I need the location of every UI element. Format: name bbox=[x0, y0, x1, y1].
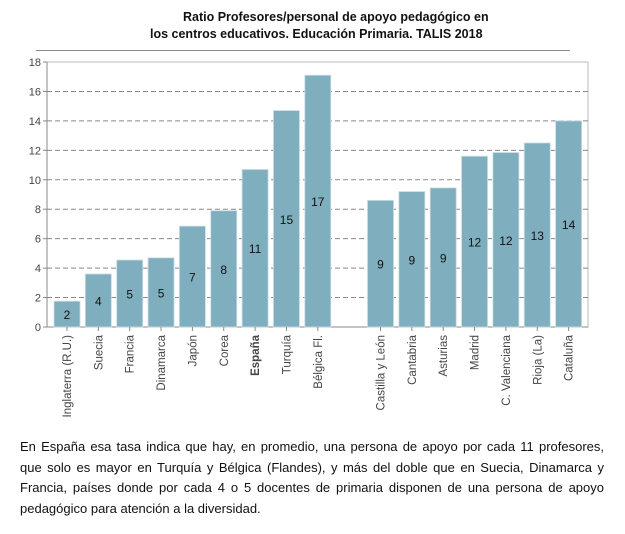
bar bbox=[398, 191, 426, 328]
data-label: 9 bbox=[440, 251, 447, 265]
bar bbox=[147, 257, 175, 328]
x-tick-label: Inglaterra (R.U.) bbox=[62, 335, 74, 418]
data-label: 12 bbox=[499, 234, 513, 248]
data-label: 12 bbox=[468, 236, 482, 250]
y-tick-label: 4 bbox=[35, 263, 41, 275]
chart-title-line2: los centros educativos. Educación Primar… bbox=[150, 27, 483, 41]
data-label: 13 bbox=[531, 229, 545, 243]
bar bbox=[241, 169, 269, 328]
bar bbox=[84, 273, 112, 328]
data-label: 2 bbox=[64, 308, 71, 322]
body-paragraph: En España esa tasa indica que hay, en pr… bbox=[20, 439, 604, 516]
x-tick-label: Madrid bbox=[470, 335, 482, 370]
bar bbox=[523, 142, 551, 328]
y-tick-label: 14 bbox=[29, 116, 41, 128]
chart-title-line1: Ratio Profesores/personal de apoyo pedag… bbox=[183, 10, 489, 24]
y-tick-label: 8 bbox=[35, 204, 41, 216]
x-tick-label: Cataluña bbox=[564, 334, 576, 381]
data-label: 17 bbox=[311, 195, 325, 209]
data-label: 15 bbox=[280, 213, 294, 227]
bar bbox=[367, 199, 394, 328]
data-label: 5 bbox=[158, 286, 165, 300]
bar-chart: 0 2 4 6 8 10 12 14 16 18 2 Inglaterra (R.U.) 4 Suecia… bbox=[29, 57, 589, 418]
x-tick-label: Francia bbox=[125, 334, 137, 373]
title-divider bbox=[36, 50, 570, 51]
bar bbox=[429, 187, 457, 328]
x-tick-label: Corea bbox=[219, 334, 231, 366]
bar bbox=[116, 259, 144, 328]
x-tick-label: Bélgica Fl. bbox=[313, 335, 325, 389]
bar bbox=[273, 110, 300, 328]
x-tick-label: Castilla y León bbox=[376, 335, 388, 410]
bar bbox=[492, 152, 520, 328]
data-label: 7 bbox=[189, 271, 196, 285]
x-tick-label: España bbox=[250, 334, 262, 376]
data-label: 11 bbox=[249, 242, 262, 256]
x-tick-label: Asturias bbox=[438, 335, 450, 377]
x-tick-label: Cantabria bbox=[407, 334, 419, 384]
y-tick-label: 10 bbox=[29, 175, 41, 187]
x-tick-label: Dinamarca bbox=[156, 334, 168, 390]
data-label: 8 bbox=[220, 263, 227, 277]
y-tick-label: 12 bbox=[29, 145, 41, 157]
y-tick-label: 0 bbox=[35, 322, 41, 334]
x-tick-label: Suecia bbox=[93, 334, 105, 370]
data-label: 14 bbox=[562, 218, 576, 232]
bar bbox=[304, 74, 332, 328]
x-tick-label: Rioja (La) bbox=[532, 335, 544, 385]
data-label: 4 bbox=[95, 295, 102, 309]
data-label: 5 bbox=[126, 288, 133, 302]
x-tick-label: C. Valenciana bbox=[501, 334, 513, 405]
x-tick-label: Turquía bbox=[281, 334, 293, 374]
y-tick-label: 6 bbox=[35, 234, 41, 246]
data-label: 9 bbox=[377, 258, 384, 272]
y-tick-label: 2 bbox=[35, 293, 41, 305]
x-tick-label: Japón bbox=[187, 335, 199, 366]
y-tick-label: 18 bbox=[29, 57, 41, 69]
y-tick-label: 16 bbox=[29, 86, 41, 98]
bar bbox=[178, 225, 206, 328]
data-label: 9 bbox=[409, 253, 416, 267]
